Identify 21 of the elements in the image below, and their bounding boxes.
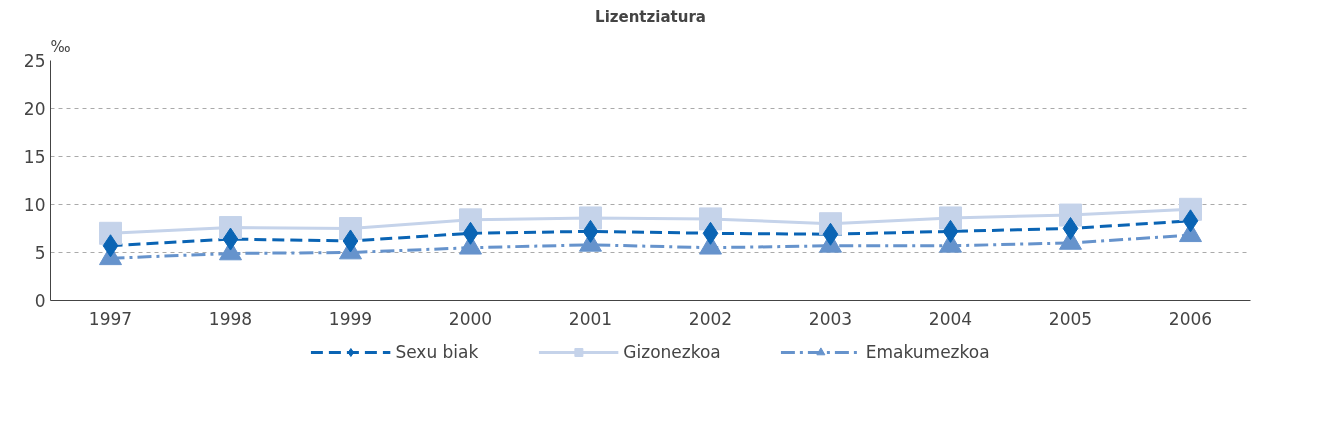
- legend-label: Emakumezkoa: [865, 342, 990, 362]
- y-axis-title: ‰: [50, 37, 71, 56]
- x-tick-label: 1999: [328, 308, 373, 329]
- x-tick-label: 2003: [808, 308, 853, 329]
- x-tick-label: 2004: [928, 308, 973, 329]
- y-tick-label: 0: [34, 291, 46, 311]
- x-tick-label: 2001: [568, 308, 613, 329]
- x-tick-label: 2005: [1048, 308, 1093, 329]
- legend-label: Gizonezkoa: [623, 342, 721, 362]
- y-tick-label: 10: [23, 195, 46, 215]
- y-tick-label: 15: [23, 147, 46, 167]
- x-tick-label: 2002: [688, 308, 733, 329]
- y-tick-label: 20: [23, 99, 46, 119]
- y-tick-label: 25: [23, 51, 46, 71]
- x-tick-label: 2006: [1168, 308, 1213, 329]
- x-tick-label: 2000: [448, 308, 493, 329]
- legend-label: Sexu biak: [395, 342, 479, 362]
- x-tick-label: 1998: [208, 308, 253, 329]
- chart-title: Lizentziatura: [595, 7, 706, 26]
- y-tick-label: 5: [34, 243, 46, 263]
- x-tick-label: 1997: [88, 308, 133, 329]
